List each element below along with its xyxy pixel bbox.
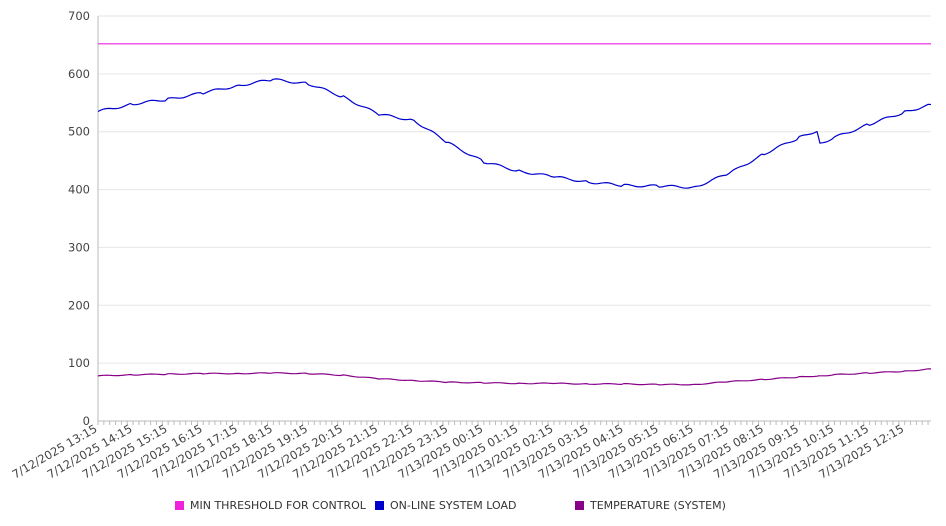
legend-item-online-system-load[interactable]: ON-LINE SYSTEM LOAD <box>375 499 516 512</box>
legend-swatch-temperature <box>575 501 584 510</box>
y-tick-label: 700 <box>68 9 90 23</box>
legend-item-min-threshold[interactable]: MIN THRESHOLD FOR CONTROL <box>175 499 366 512</box>
y-tick-label: 500 <box>68 125 90 139</box>
legend-label-temperature: TEMPERATURE (SYSTEM) <box>590 499 726 512</box>
legend-label-online-system-load: ON-LINE SYSTEM LOAD <box>390 499 517 512</box>
y-tick-label: 400 <box>68 183 90 197</box>
y-tick-label: 600 <box>68 67 90 81</box>
legend-swatch-min-threshold <box>175 501 184 510</box>
legend-item-temperature[interactable]: TEMPERATURE (SYSTEM) <box>575 499 726 512</box>
legend-label-min-threshold: MIN THRESHOLD FOR CONTROL <box>190 499 366 512</box>
series-line-temperature-system <box>97 368 932 386</box>
y-tick-label: 300 <box>68 240 90 254</box>
legend-swatch-online-system-load <box>375 501 384 510</box>
series-lines <box>97 43 932 386</box>
gridlines <box>98 15 931 364</box>
legend: MIN THRESHOLD FOR CONTROL ON-LINE SYSTEM… <box>0 499 946 519</box>
series-line-on-line-system-load <box>97 78 932 189</box>
y-tick-label: 0 <box>83 414 90 428</box>
y-tick-label: 100 <box>68 356 90 370</box>
axes <box>97 16 931 425</box>
y-tick-label: 200 <box>68 298 90 312</box>
